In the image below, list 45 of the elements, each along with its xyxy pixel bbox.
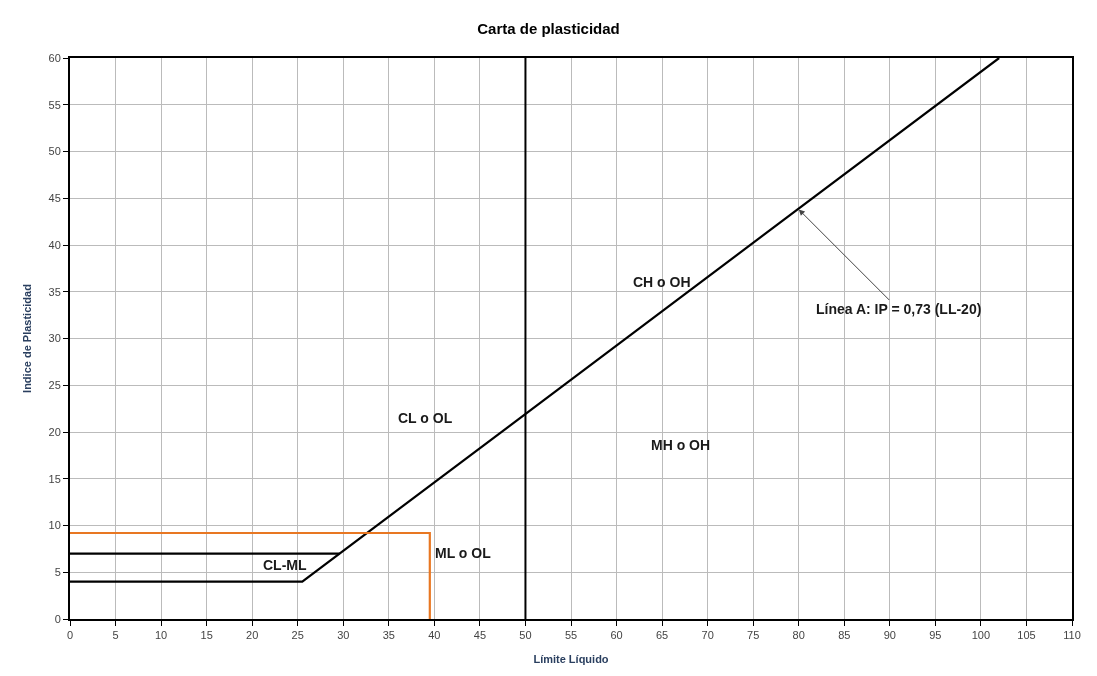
x-tick-label: 30 [337, 629, 350, 642]
x-tick-label: 10 [154, 629, 168, 642]
x-tick-label: 110 [1063, 629, 1081, 642]
annotation: Línea A: IP = 0,73 (LL-20) [816, 301, 982, 317]
y-tick-label: 60 [48, 51, 61, 64]
x-tick-label: 75 [747, 629, 760, 642]
annotation: CH o OH [633, 274, 691, 290]
x-tick-label: 35 [382, 629, 395, 642]
x-tick-label: 70 [701, 629, 714, 642]
chart-title: Carta de plasticidad [477, 20, 620, 38]
y-axis-title: Indice de Plasticidad [20, 284, 33, 393]
y-tick-label: 35 [48, 285, 61, 298]
x-tick-label: 60 [610, 629, 623, 642]
annotation: CL o OL [398, 410, 453, 426]
x-tick-label: 15 [200, 629, 213, 642]
y-tick-label: 40 [48, 238, 61, 251]
x-tick-label: 85 [838, 629, 851, 642]
x-tick-label: 20 [246, 629, 259, 642]
x-tick-label: 45 [473, 629, 487, 642]
x-tick-label: 100 [971, 629, 991, 642]
annotation: MH o OH [651, 437, 711, 453]
y-tick-label: 30 [48, 332, 61, 345]
annotation: ML o OL [435, 545, 492, 561]
x-tick-label: 55 [564, 629, 578, 642]
annotation: CL-ML [263, 557, 307, 573]
x-tick-label: 25 [291, 629, 304, 642]
x-tick-label: 40 [428, 629, 441, 642]
x-axis-title: Límite Líquido [533, 652, 609, 665]
x-tick-label: 65 [655, 629, 669, 642]
x-tick-label: 90 [883, 629, 896, 642]
y-tick-label: 15 [48, 472, 61, 485]
x-tick-label: 80 [792, 629, 805, 642]
x-tick-label: 0 [66, 629, 74, 642]
y-tick-label: 25 [48, 379, 61, 392]
x-tick-label: 5 [112, 629, 119, 642]
x-tick-label: 50 [519, 629, 532, 642]
x-tick-label: 105 [1017, 629, 1036, 642]
y-tick-label: 20 [48, 425, 61, 438]
x-tick-label: 95 [929, 629, 942, 642]
y-tick-label: 55 [48, 98, 61, 111]
y-tick-label: 10 [48, 519, 61, 532]
y-tick-label: 45 [48, 192, 61, 205]
y-tick-label: 5 [54, 566, 61, 579]
y-tick-label: 50 [48, 145, 61, 158]
y-tick-label: 0 [54, 612, 61, 625]
